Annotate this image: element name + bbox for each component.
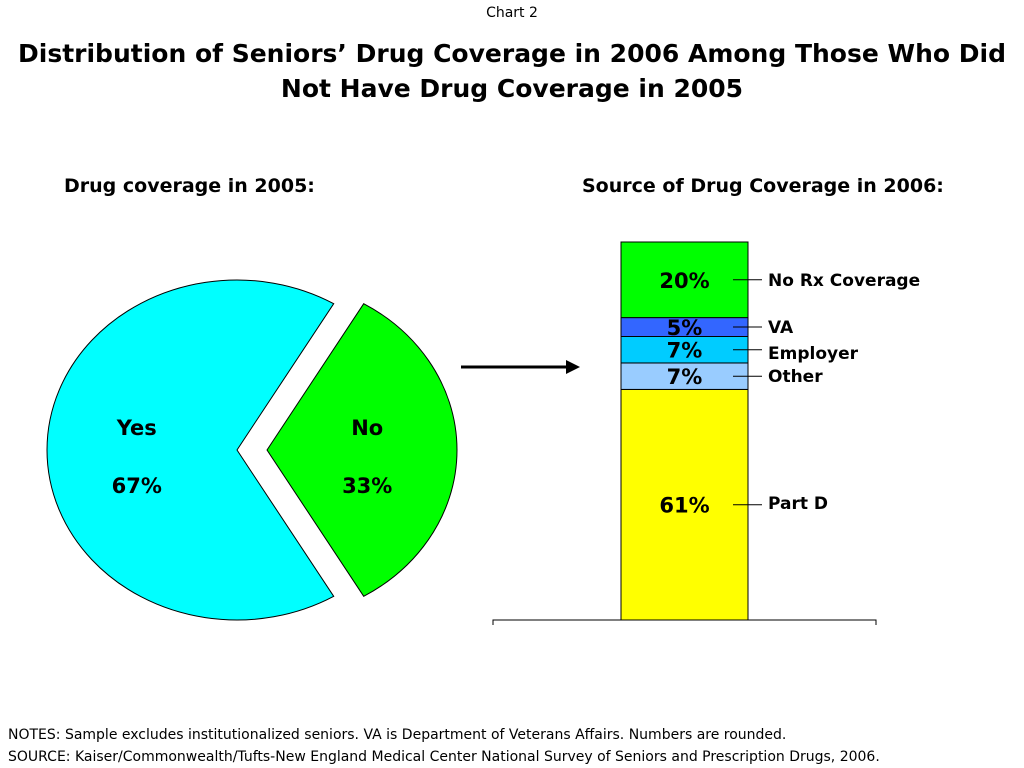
segment-label-va: VA	[768, 318, 794, 338]
footnotes: NOTES: Sample excludes institutionalized…	[8, 724, 880, 768]
source-line: SOURCE: Kaiser/Commonwealth/Tufts-New En…	[8, 749, 880, 765]
bar-value-va: 5%	[667, 316, 703, 340]
bar-value-part-d: 61%	[659, 494, 709, 518]
segment-label-other: Other	[768, 367, 823, 387]
charts-canvas: Yes 67% No 33% 61% Part D 7% Other 7% Employer 5%…	[46, 241, 920, 625]
main-title-line-2: Not Have Drug Coverage in 2005	[280, 74, 744, 103]
segment-label-part-d: Part D	[768, 494, 828, 514]
bar-axis	[492, 619, 877, 625]
stacked-bar-chart: 61% Part D 7% Other 7% Employer 5% VA 20% No Rx C…	[492, 241, 920, 625]
bar-segment-employer	[620, 336, 749, 364]
pie-slice-yes	[46, 279, 335, 621]
pie-chart-title: Drug coverage in 2005:	[64, 175, 315, 197]
segment-label-no-rx-coverage: No Rx Coverage	[768, 271, 920, 291]
bar-segment-no-rx-coverage	[620, 241, 749, 319]
bar-segment-other	[620, 362, 749, 390]
bar-value-other: 7%	[667, 365, 703, 389]
bar-chart-title: Source of Drug Coverage in 2006:	[582, 175, 944, 197]
notes-line: NOTES: Sample excludes institutionalized…	[8, 727, 787, 743]
arrow	[461, 360, 580, 374]
pie-label-yes: Yes	[116, 416, 157, 440]
main-title: Distribution of Seniors’ Drug Coverage i…	[0, 36, 1024, 106]
pie-slice-no	[266, 303, 458, 597]
bar-value-no-rx-coverage: 20%	[659, 269, 709, 293]
chart-label: Chart 2	[486, 5, 538, 21]
pie-value-yes: 67%	[112, 474, 162, 498]
pie-chart: Yes 67% No 33%	[46, 279, 458, 621]
main-title-line-1: Distribution of Seniors’ Drug Coverage i…	[18, 39, 1006, 68]
pie-label-no: No	[351, 416, 383, 440]
pie-value-no: 33%	[342, 474, 392, 498]
segment-label-employer: Employer	[768, 344, 859, 364]
bar-value-employer: 7%	[667, 339, 703, 363]
bar-segment-part-d	[620, 388, 749, 621]
